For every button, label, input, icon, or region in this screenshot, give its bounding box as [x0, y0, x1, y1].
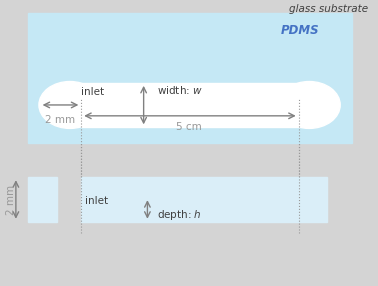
Text: 5 cm: 5 cm — [176, 122, 202, 132]
Text: 2 mm: 2 mm — [6, 184, 15, 215]
Text: inlet: inlet — [85, 196, 108, 206]
Circle shape — [39, 82, 101, 128]
Text: glass substrate: glass substrate — [290, 4, 369, 14]
Bar — [28, 13, 352, 143]
Text: depth: $h$: depth: $h$ — [157, 208, 202, 222]
Bar — [28, 177, 57, 222]
Bar — [81, 177, 299, 222]
Text: width: $w$: width: $w$ — [157, 84, 203, 96]
Bar — [81, 83, 299, 127]
Bar — [299, 177, 327, 222]
Text: PDMS: PDMS — [281, 23, 319, 37]
Text: 2 mm: 2 mm — [45, 115, 75, 125]
Circle shape — [278, 82, 340, 128]
Text: inlet: inlet — [81, 87, 104, 96]
